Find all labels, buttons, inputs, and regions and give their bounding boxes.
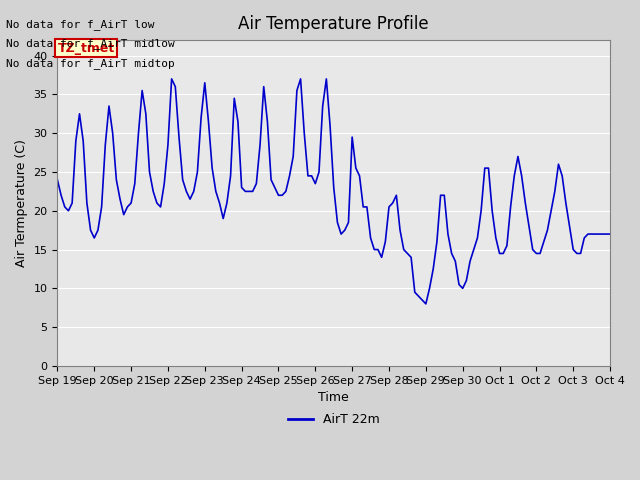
Text: No data for f_AirT midtop: No data for f_AirT midtop: [6, 58, 175, 69]
Title: Air Temperature Profile: Air Temperature Profile: [239, 15, 429, 33]
Text: No data for f_AirT low: No data for f_AirT low: [6, 19, 155, 30]
Text: TZ_tmet: TZ_tmet: [58, 42, 115, 55]
Legend: AirT 22m: AirT 22m: [283, 408, 385, 432]
Text: No data for f_AirT midlow: No data for f_AirT midlow: [6, 38, 175, 49]
X-axis label: Time: Time: [318, 391, 349, 404]
Y-axis label: Air Termperature (C): Air Termperature (C): [15, 139, 28, 267]
